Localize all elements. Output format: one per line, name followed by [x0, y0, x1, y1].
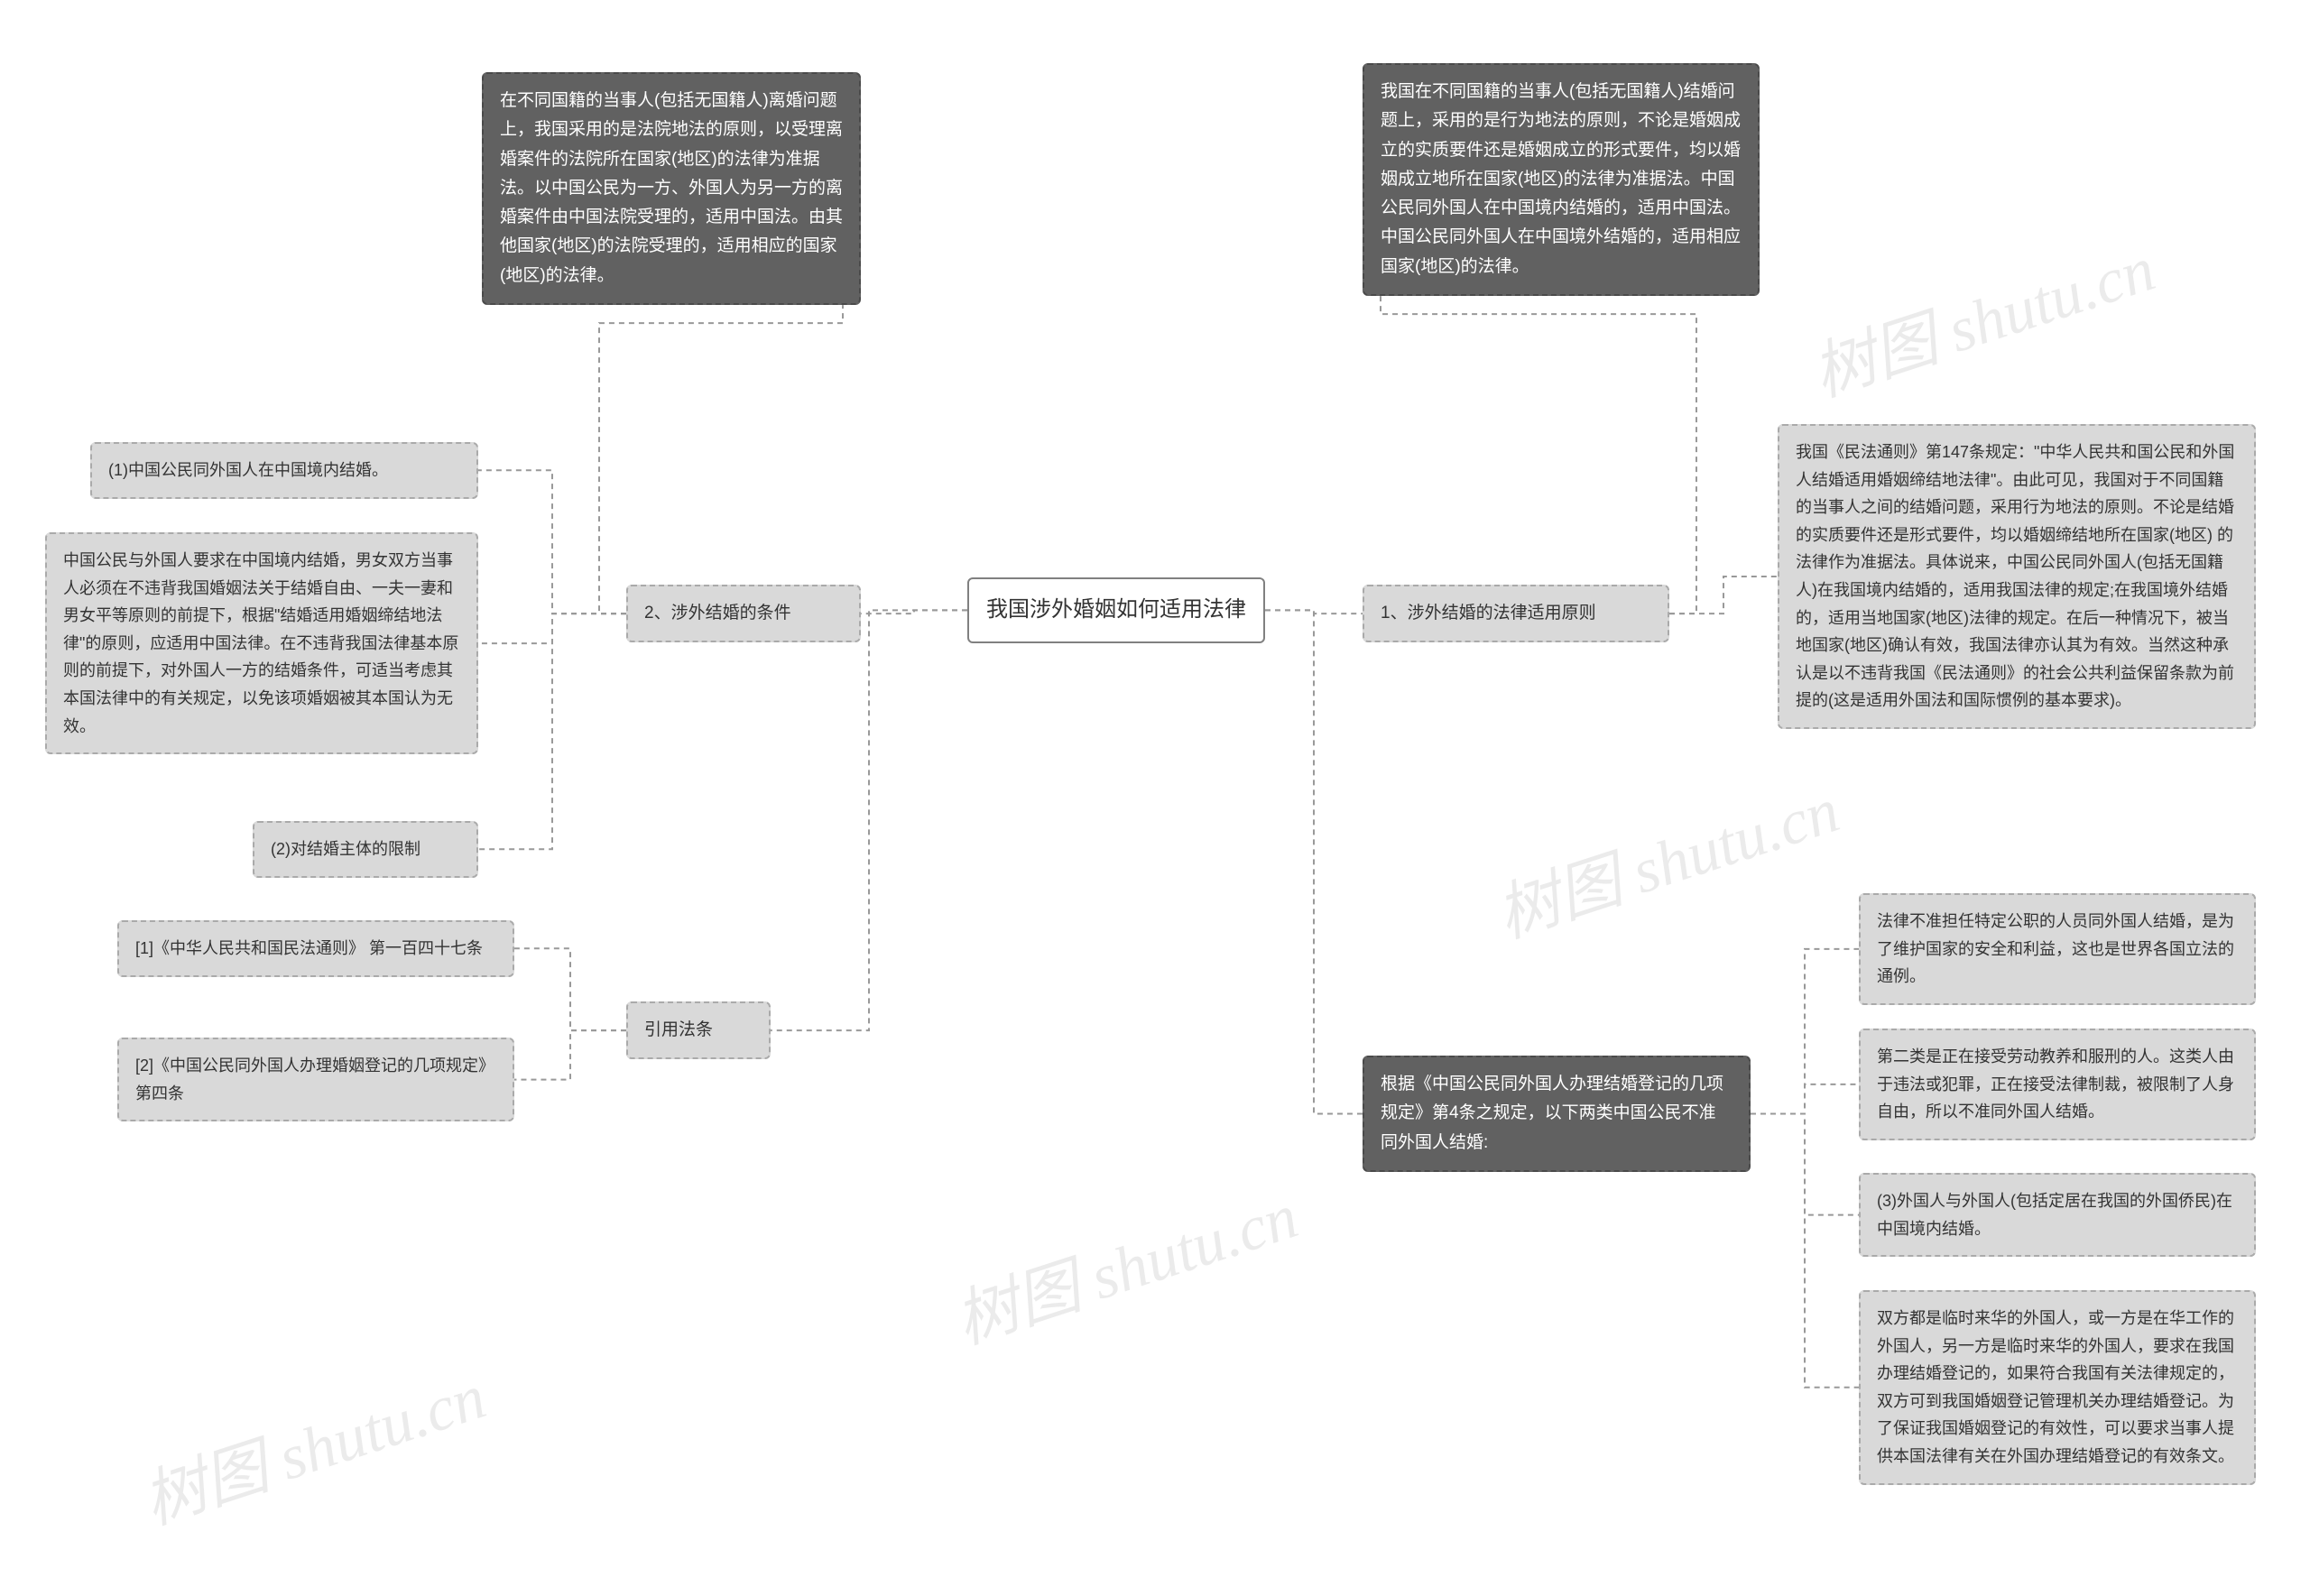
node-l1c-text: 中国公民与外国人要求在中国境内结婚，男女双方当事人必须在不违背我国婚姻法关于结婚…: [63, 551, 458, 735]
node-r2b: 第二类是正在接受劳动教养和服刑的人。这类人由于违法或犯罪，正在接受法律制裁，被限…: [1859, 1029, 2256, 1140]
root-node: 我国涉外婚姻如何适用法律: [967, 577, 1265, 643]
node-r2a-text: 法律不准担任特定公职的人员同外国人结婚，是为了维护国家的安全和利益，这也是世界各…: [1877, 912, 2234, 985]
node-l2-text: 引用法条: [644, 1020, 713, 1039]
node-l1a: 在不同国籍的当事人(包括无国籍人)离婚问题上，我国采用的是法院地法的原则，以受理…: [482, 72, 861, 305]
node-r1-text: 1、涉外结婚的法律适用原则: [1381, 604, 1596, 623]
node-r1a-text: 我国在不同国籍的当事人(包括无国籍人)结婚问题上，采用的是行为地法的原则，不论是…: [1381, 82, 1741, 276]
watermark: 树图 shutu.cn: [130, 1346, 495, 1542]
node-r2d: 双方都是临时来华的外国人，或一方是在华工作的外国人，另一方是临时来华的外国人，要…: [1859, 1290, 2256, 1485]
node-r2b-text: 第二类是正在接受劳动教养和服刑的人。这类人由于违法或犯罪，正在接受法律制裁，被限…: [1877, 1047, 2234, 1121]
node-l1c: 中国公民与外国人要求在中国境内结婚，男女双方当事人必须在不违背我国婚姻法关于结婚…: [45, 532, 478, 754]
node-r2c: (3)外国人与外国人(包括定居在我国的外国侨民)在中国境内结婚。: [1859, 1173, 2256, 1257]
root-text: 我国涉外婚姻如何适用法律: [986, 597, 1246, 622]
node-l1b-text: (1)中国公民同外国人在中国境内结婚。: [108, 461, 388, 479]
node-l2a-text: [1]《中华人民共和国民法通则》 第一百四十七条: [135, 939, 483, 957]
node-l1: 2、涉外结婚的条件: [626, 585, 861, 642]
watermark: 树图 shutu.cn: [1799, 218, 2165, 414]
node-l1d-text: (2)对结婚主体的限制: [271, 840, 420, 858]
node-r2c-text: (3)外国人与外国人(包括定居在我国的外国侨民)在中国境内结婚。: [1877, 1192, 2232, 1238]
node-r2d-text: 双方都是临时来华的外国人，或一方是在华工作的外国人，另一方是临时来华的外国人，要…: [1877, 1309, 2234, 1465]
node-l1a-text: 在不同国籍的当事人(包括无国籍人)离婚问题上，我国采用的是法院地法的原则，以受理…: [500, 91, 843, 285]
node-l2b-text: [2]《中国公民同外国人办理婚姻登记的几项规定》 第四条: [135, 1056, 494, 1102]
node-r1: 1、涉外结婚的法律适用原则: [1363, 585, 1669, 642]
node-r2: 根据《中国公民同外国人办理结婚登记的几项规定》第4条之规定，以下两类中国公民不准…: [1363, 1056, 1751, 1172]
node-l2b: [2]《中国公民同外国人办理婚姻登记的几项规定》 第四条: [117, 1038, 514, 1121]
node-r1b-text: 我国《民法通则》第147条规定："中华人民共和国公民和外国人结婚适用婚姻缔结地法…: [1796, 443, 2234, 709]
node-r2a: 法律不准担任特定公职的人员同外国人结婚，是为了维护国家的安全和利益，这也是世界各…: [1859, 893, 2256, 1005]
watermark: 树图 shutu.cn: [1483, 760, 1849, 955]
node-l2a: [1]《中华人民共和国民法通则》 第一百四十七条: [117, 920, 514, 977]
watermark: 树图 shutu.cn: [942, 1166, 1307, 1361]
node-l2: 引用法条: [626, 1001, 771, 1059]
node-r1a: 我国在不同国籍的当事人(包括无国籍人)结婚问题上，采用的是行为地法的原则，不论是…: [1363, 63, 1760, 296]
node-r1b: 我国《民法通则》第147条规定："中华人民共和国公民和外国人结婚适用婚姻缔结地法…: [1778, 424, 2256, 729]
node-r2-text: 根据《中国公民同外国人办理结婚登记的几项规定》第4条之规定，以下两类中国公民不准…: [1381, 1075, 1723, 1152]
node-l1b: (1)中国公民同外国人在中国境内结婚。: [90, 442, 478, 499]
node-l1-text: 2、涉外结婚的条件: [644, 604, 791, 623]
node-l1d: (2)对结婚主体的限制: [253, 821, 478, 878]
